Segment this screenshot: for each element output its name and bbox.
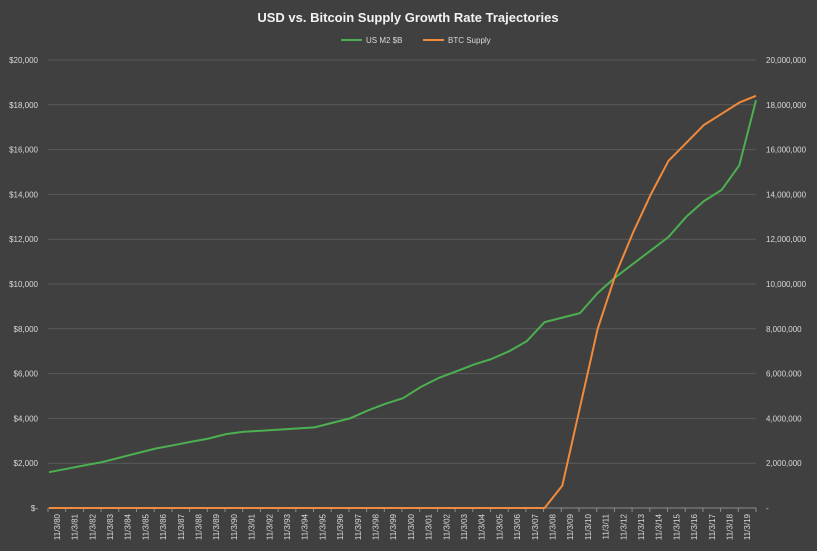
x-tick-label: 11/3/83: [106, 513, 115, 540]
chart-title: USD vs. Bitcoin Supply Growth Rate Traje…: [257, 10, 558, 25]
x-tick-label: 11/3/02: [442, 513, 451, 540]
y-left-tick-label: $10,000: [9, 280, 38, 289]
x-tick-label: 11/3/18: [725, 513, 734, 540]
series-layer: [48, 94, 757, 509]
y-right-tick-label: 10,000,000: [766, 280, 807, 289]
y-right-tick-label: 20,000,000: [766, 56, 807, 65]
legend: US M2 $B BTC Supply: [341, 36, 491, 45]
series-line-btc-supply: [49, 94, 757, 509]
x-tick-label: 11/3/95: [318, 513, 327, 540]
left-axis: $- $2,000 $4,000 $6,000 $8,000 $10,000 $12,000…: [9, 56, 38, 513]
x-tick-label: 11/3/07: [531, 513, 540, 540]
x-tick-label: 11/3/04: [478, 513, 487, 540]
y-right-tick-label: 2,000,000: [766, 459, 802, 468]
y-left-tick-label: $8,000: [14, 325, 39, 334]
x-tick-label: 11/3/89: [212, 513, 221, 540]
x-tick-label: 11/3/13: [637, 513, 646, 540]
x-tick-label: 11/3/80: [53, 513, 62, 540]
x-tick-label: 11/3/15: [672, 513, 681, 540]
y-right-tick-label: 4,000,000: [766, 414, 802, 423]
x-tick-label: 11/3/11: [602, 513, 611, 539]
y-left-tick-label: $14,000: [9, 190, 38, 199]
series-line-us-m2: [48, 100, 757, 474]
x-tick-label: 11/3/82: [88, 513, 97, 540]
x-tick-label: 11/3/14: [655, 513, 664, 540]
gridlines: [48, 59, 756, 509]
x-tick-label: 11/3/93: [283, 513, 292, 540]
x-tick-label: 11/3/91: [248, 513, 257, 540]
x-tick-label: 11/3/00: [407, 513, 416, 540]
x-tick-label: 11/3/84: [124, 513, 133, 540]
x-tick-label: 11/3/10: [584, 513, 593, 540]
x-axis: 11/3/80 11/3/81 11/3/82 11/3/83 11/3/84 11/3/…: [47, 508, 757, 540]
legend-label-us-m2: US M2 $B: [366, 36, 402, 45]
y-left-tick-label: $12,000: [9, 235, 38, 244]
x-tick-label: 11/3/08: [548, 513, 557, 540]
x-tick-label: 11/3/97: [354, 513, 363, 540]
x-tick-label: 11/3/99: [389, 513, 398, 540]
x-tick-label: 11/3/85: [141, 513, 150, 540]
x-tick-label: 11/3/03: [460, 513, 469, 540]
legend-label-btc-supply: BTC Supply: [448, 36, 491, 45]
x-tick-label: 11/3/01: [425, 513, 434, 540]
y-right-tick-label: 8,000,000: [766, 325, 802, 334]
y-right-tick-label: 12,000,000: [766, 235, 807, 244]
x-tick-label: 11/3/09: [566, 513, 575, 540]
y-right-tick-label: 16,000,000: [766, 146, 807, 155]
x-tick-label: 11/3/16: [690, 513, 699, 540]
x-tick-label: 11/3/96: [336, 513, 345, 540]
right-axis: - 2,000,000 4,000,000 6,000,000 8,000,000 10,…: [766, 56, 807, 513]
x-tick-label: 11/3/94: [301, 513, 310, 540]
y-right-tick-label: -: [766, 504, 769, 513]
x-tick-label: 11/3/81: [71, 513, 80, 540]
x-tick-label: 11/3/05: [495, 513, 504, 540]
x-tick-label: 11/3/92: [265, 513, 274, 540]
y-left-tick-label: $16,000: [9, 146, 38, 155]
x-tick-label: 11/3/19: [743, 513, 752, 540]
y-right-tick-label: 14,000,000: [766, 190, 807, 199]
x-tick-label: 11/3/12: [619, 513, 628, 540]
y-left-tick-label: $20,000: [9, 56, 38, 65]
y-right-tick-label: 6,000,000: [766, 370, 802, 379]
y-left-tick-label: $18,000: [9, 101, 38, 110]
x-tick-label: 11/3/98: [371, 513, 380, 540]
x-tick-label: 11/3/90: [230, 513, 239, 540]
y-left-tick-label: $-: [31, 504, 38, 513]
x-tick-label: 11/3/86: [159, 513, 168, 540]
x-tick-label: 11/3/06: [513, 513, 522, 540]
x-tick-label: 11/3/87: [177, 513, 186, 540]
x-tick-label: 11/3/88: [194, 513, 203, 540]
y-left-tick-label: $6,000: [14, 370, 39, 379]
x-tick-label: 11/3/17: [708, 513, 717, 540]
y-left-tick-label: $4,000: [14, 414, 39, 423]
y-left-tick-label: $2,000: [14, 459, 39, 468]
y-right-tick-label: 18,000,000: [766, 101, 807, 110]
